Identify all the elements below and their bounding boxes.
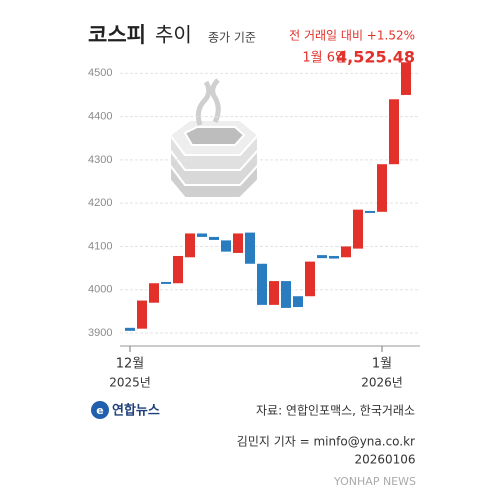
chart-title: 코스피 [88,23,146,47]
y-tick-label: 4300 [88,154,112,166]
change-annotation: 전 거래일 대비 +1.52% [289,29,415,43]
candle [245,232,255,264]
candle [161,281,171,284]
candle [173,255,183,284]
candle [341,246,351,258]
candle [305,261,315,297]
candle [137,300,147,329]
candle [221,240,231,252]
y-tick-label: 4200 [88,197,112,209]
candle [233,233,243,253]
candle [377,164,387,212]
candle [269,281,279,305]
reporter: 김민지 기자 = minfo@yna.co.kr [237,435,415,449]
candle [125,327,135,331]
pot-illustration [168,78,260,199]
logo-mark: e [96,404,103,417]
source: 자료: 연합인포맥스, 한국거래소 [256,404,415,418]
y-tick-label: 4400 [88,111,112,123]
x-tick-label: 1월 [372,357,392,372]
candle [257,263,267,305]
candle [353,209,363,249]
x-tick-year: 2026년 [361,376,403,390]
date: 20260106 [354,453,415,467]
candle [197,233,207,237]
y-tick-label: 4500 [88,67,112,79]
y-tick-label: 4000 [88,284,112,296]
chart-subtitle: 종가 기준 [208,31,256,45]
candle [317,255,327,259]
chart-title-suffix: 추이 [155,23,192,47]
candle [281,281,291,308]
logo-icon [91,401,109,419]
candle [389,99,399,165]
candle [209,236,219,240]
candle [149,283,159,303]
date-annotation: 1월 6일 [302,51,347,66]
logo-text: 연합뉴스 [112,403,160,419]
x-tick-year: 2025년 [109,376,151,390]
candle [401,62,411,95]
close-annotation: 4,525.48 [336,48,415,67]
candle [185,233,195,258]
candle [365,210,375,213]
y-tick-label: 4100 [88,240,112,252]
candle [293,296,303,308]
y-tick-label: 3900 [88,327,112,339]
watermark: YONHAP NEWS [333,475,416,488]
candle [329,255,339,259]
x-tick-label: 12월 [116,357,145,372]
